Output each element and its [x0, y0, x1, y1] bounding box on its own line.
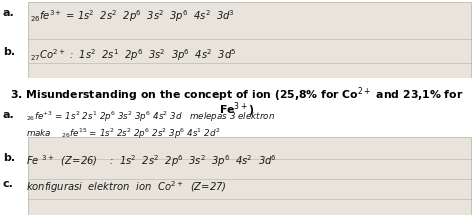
Text: $_{26}$fe$^{+3}$ = 1s$^{2}$ 2s$^{1}$ 2p$^{6}$ 3s$^{2}$ 3p$^{6}$ 4s$^{2}$ 3d   me: $_{26}$fe$^{+3}$ = 1s$^{2}$ 2s$^{1}$ 2p$… [26, 110, 275, 124]
Text: a.: a. [3, 8, 15, 18]
FancyBboxPatch shape [28, 2, 471, 80]
FancyBboxPatch shape [0, 78, 474, 108]
Text: a.: a. [3, 110, 15, 120]
Text: $_{27}$Co$^{2+}$ :  1s$^{2}$  2s$^{1}$  2p$^{6}$  3s$^{2}$  3p$^{6}$  4s$^{2}$  : $_{27}$Co$^{2+}$ : 1s$^{2}$ 2s$^{1}$ 2p$… [30, 47, 237, 63]
Text: b.: b. [3, 153, 15, 163]
Text: maka    $_{26}$fe$^{15}$ = 1s$^{2}$ 2s$^{2}$ 2p$^{6}$ 2s$^{2}$ 3p$^{6}$ 4s$^{1}$: maka $_{26}$fe$^{15}$ = 1s$^{2}$ 2s$^{2}… [26, 127, 220, 141]
Text: Fe$^{3+}$): Fe$^{3+}$) [219, 100, 255, 119]
Text: b.: b. [3, 47, 15, 57]
Text: c.: c. [3, 179, 14, 189]
FancyBboxPatch shape [28, 137, 471, 215]
Text: $_{26}$fe$^{3+}$ = 1s$^{2}$  2s$^{2}$  2p$^{6}$  3s$^{2}$  3p$^{6}$  4s$^{2}$  3: $_{26}$fe$^{3+}$ = 1s$^{2}$ 2s$^{2}$ 2p$… [30, 8, 235, 24]
Text: konfigurasi  elektron  ion  Co$^{2+}$  (Z=27): konfigurasi elektron ion Co$^{2+}$ (Z=27… [26, 179, 227, 195]
Text: Fe $^{3+}$  (Z=26)    :  1s$^{2}$  2s$^{2}$  2p$^{6}$  3s$^{2}$  3p$^{6}$  4s$^{: Fe $^{3+}$ (Z=26) : 1s$^{2}$ 2s$^{2}$ 2p… [26, 153, 277, 169]
Text: 3. Misunderstanding on the concept of ion (25,8% for Co$^{2+}$ and 23,1% for: 3. Misunderstanding on the concept of io… [10, 85, 464, 104]
